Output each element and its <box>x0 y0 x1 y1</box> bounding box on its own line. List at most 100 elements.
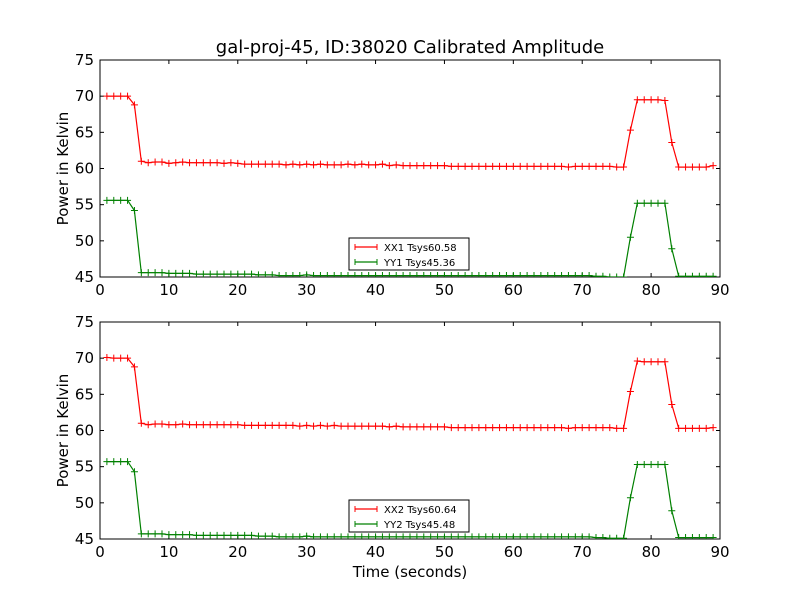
data-point <box>620 534 628 539</box>
data-point <box>468 533 476 539</box>
data-point <box>241 160 249 168</box>
data-point <box>199 531 207 539</box>
data-point <box>599 162 607 170</box>
data-point <box>372 272 380 277</box>
data-point <box>137 530 145 538</box>
data-point <box>158 530 166 538</box>
data-point <box>482 272 490 277</box>
data-point <box>509 162 517 170</box>
data-point <box>282 421 290 429</box>
data-point <box>530 272 538 277</box>
data-point <box>668 138 676 146</box>
data-point <box>654 358 662 366</box>
data-point <box>647 358 655 366</box>
data-point <box>372 161 380 169</box>
x-tick-label: 50 <box>435 543 454 561</box>
y-tick-label: 45 <box>75 268 94 286</box>
data-point <box>289 533 297 539</box>
y-tick-label: 75 <box>75 51 94 69</box>
data-point <box>234 270 242 277</box>
data-point <box>516 162 524 170</box>
data-point <box>668 400 676 408</box>
data-point <box>137 157 145 165</box>
data-point <box>186 421 194 429</box>
data-point <box>413 272 421 277</box>
data-point <box>489 424 497 432</box>
data-point <box>420 162 428 170</box>
data-point <box>179 531 187 539</box>
y-tick-label: 55 <box>75 458 94 476</box>
data-point <box>392 161 400 169</box>
data-point <box>709 534 717 539</box>
data-point <box>378 160 386 168</box>
data-point <box>117 196 125 204</box>
data-point <box>344 422 352 430</box>
data-point <box>130 101 138 109</box>
data-point <box>206 531 214 539</box>
data-point <box>179 269 187 277</box>
data-point <box>461 162 469 170</box>
data-point <box>571 272 579 277</box>
data-point <box>213 421 221 429</box>
data-point <box>558 424 566 432</box>
legend-marker <box>354 506 378 512</box>
data-point <box>564 424 572 432</box>
data-point <box>151 420 159 428</box>
data-point <box>647 96 655 104</box>
data-point <box>440 162 448 170</box>
data-point <box>447 533 455 539</box>
data-point <box>192 531 200 539</box>
x-tick-label: 80 <box>642 543 661 561</box>
data-point <box>620 424 628 432</box>
data-point <box>571 533 579 539</box>
data-point <box>337 161 345 169</box>
data-point <box>261 160 269 168</box>
data-point <box>558 533 566 539</box>
data-point <box>578 533 586 539</box>
y-tick-label: 70 <box>75 87 94 105</box>
data-point <box>151 269 159 277</box>
data-point <box>592 162 600 170</box>
data-point <box>206 421 214 429</box>
data-point <box>137 419 145 427</box>
data-point <box>337 533 345 539</box>
data-point <box>172 269 180 277</box>
x-tick-label: 40 <box>366 543 385 561</box>
data-point <box>695 424 703 432</box>
data-point <box>496 162 504 170</box>
data-point <box>530 162 538 170</box>
legend-label: XX1 Tsys60.58 <box>384 243 457 254</box>
data-point <box>592 534 600 539</box>
data-point <box>192 270 200 277</box>
data-point <box>606 162 614 170</box>
data-point <box>682 534 690 539</box>
x-tick-label: 60 <box>504 281 523 299</box>
data-point <box>268 421 276 429</box>
data-point <box>578 272 586 277</box>
data-point <box>358 160 366 168</box>
legend-label: XX2 Tsys60.64 <box>384 505 457 516</box>
data-point <box>323 533 331 539</box>
data-point <box>606 273 614 277</box>
data-point <box>241 531 249 539</box>
data-point <box>351 533 359 539</box>
data-point <box>489 533 497 539</box>
data-point <box>633 199 641 207</box>
data-point <box>330 533 338 539</box>
data-point <box>130 468 138 476</box>
data-point <box>365 533 373 539</box>
data-point <box>110 458 118 466</box>
data-point <box>296 161 304 169</box>
data-point <box>585 533 593 539</box>
data-point <box>496 424 504 432</box>
data-point <box>613 273 621 277</box>
y-tick-label: 50 <box>75 494 94 512</box>
data-point <box>179 158 187 166</box>
data-point <box>530 533 538 539</box>
legend-marker <box>354 521 378 527</box>
data-point <box>316 160 324 168</box>
y-tick-label: 60 <box>75 422 94 440</box>
data-point <box>440 423 448 431</box>
data-point <box>358 272 366 277</box>
data-point <box>571 162 579 170</box>
